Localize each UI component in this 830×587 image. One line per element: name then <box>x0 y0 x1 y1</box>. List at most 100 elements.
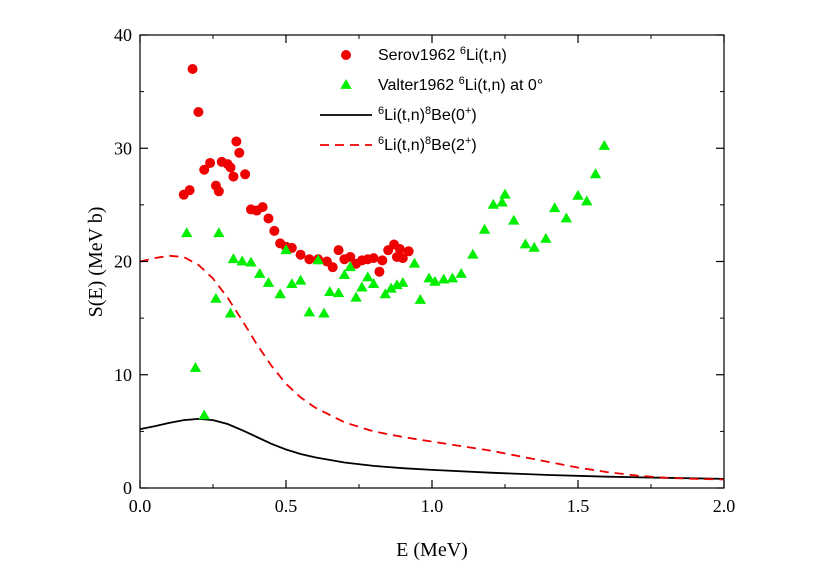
y-tick-label: 40 <box>114 25 132 45</box>
valter-data-point <box>303 306 316 317</box>
serov-data-point <box>368 253 379 264</box>
serov-data-point <box>228 171 239 182</box>
valter-data-point <box>294 274 307 285</box>
legend-label: 6Li(t,n)8Be(2+) <box>378 135 477 154</box>
valter-data-point <box>414 294 427 304</box>
valter-data-point <box>589 168 602 179</box>
legend-marker-valter <box>340 79 352 89</box>
valter-data-point <box>312 254 324 265</box>
serov-data-point <box>225 162 236 173</box>
valter-data-point <box>528 241 540 252</box>
valter-data-point <box>437 273 450 284</box>
valter-data-point <box>262 277 275 287</box>
valter-data-point <box>508 214 520 225</box>
valter-data-point <box>478 223 491 234</box>
serov-data-point <box>213 186 224 197</box>
series-line <box>139 254 725 481</box>
legend-label: Serov1962 6Li(t,n) <box>378 45 507 64</box>
curves-layer <box>139 254 725 481</box>
valter-data-point <box>397 277 409 287</box>
valter-data-point <box>429 275 441 286</box>
valter-data-point <box>338 269 351 279</box>
valter-data-point <box>499 188 511 199</box>
serov-data-point <box>199 164 210 175</box>
x-tick-label: 0.0 <box>129 496 152 516</box>
valter-data-point <box>356 281 368 292</box>
valter-data-point <box>213 227 225 238</box>
y-tick-label: 10 <box>114 365 132 385</box>
serov-data-point <box>187 63 198 74</box>
valter-data-point <box>581 195 593 206</box>
valter-data-point <box>254 267 266 278</box>
y-tick-label: 20 <box>114 252 132 272</box>
legend-marker-serov <box>341 50 351 60</box>
x-tick-label: 1.0 <box>421 496 444 516</box>
serov-data-point <box>327 262 338 273</box>
valter-data-point <box>572 189 584 200</box>
x-tick-label: 2.0 <box>713 496 736 516</box>
y-axis-title: S(E) (MeV b) <box>85 207 107 318</box>
valter-data-point <box>227 253 240 264</box>
valter-data-point <box>210 292 222 303</box>
valter-data-point <box>379 288 391 299</box>
serov-data-point <box>394 244 405 255</box>
serov-data-point <box>333 245 344 256</box>
ticks-layer <box>139 34 725 489</box>
serov-data-point <box>345 251 356 262</box>
legend-label: Valter1962 6Li(t,n) at 0° <box>378 75 543 94</box>
valter-data-point <box>548 202 561 213</box>
valter-data-point <box>236 255 248 266</box>
serov-data-point <box>403 246 414 257</box>
serov-data-point <box>205 157 216 168</box>
valter-data-point <box>318 307 330 318</box>
valter-data-point <box>367 278 380 289</box>
valter-data-point <box>467 248 479 259</box>
serov-data-point <box>263 213 274 224</box>
valter-data-point <box>224 307 237 318</box>
valter-data-point <box>598 139 610 150</box>
y-tick-label: 0 <box>123 478 132 498</box>
serov-data-point <box>257 202 268 213</box>
valter-data-point <box>496 196 508 207</box>
valter-data-point <box>487 198 500 209</box>
tick-labels-layer: 0.0 0.5 1.0 1.5 2.0 0 10 20 30 40 <box>114 25 735 516</box>
x-axis-title: E (MeV) <box>396 539 468 561</box>
valter-data-point <box>324 286 336 296</box>
valter-data-point <box>350 291 362 302</box>
serov-data-point <box>295 249 306 260</box>
valter-data-point <box>446 272 459 283</box>
y-tick-label: 30 <box>114 138 132 158</box>
valter-data-point <box>332 287 345 298</box>
valter-data-point <box>181 227 193 238</box>
valter-data-point <box>560 212 573 223</box>
valter-data-point <box>198 409 210 420</box>
valter-data-point <box>408 257 421 268</box>
serov-data-point <box>397 253 408 264</box>
valter-data-point <box>274 288 286 299</box>
serov-data-point <box>374 266 385 277</box>
series-line <box>139 417 725 480</box>
x-tick-label: 0.5 <box>275 496 298 516</box>
valter-data-point <box>519 238 532 249</box>
legend-label: 6Li(t,n)8Be(0+) <box>378 105 477 124</box>
valter-data-point <box>423 272 435 283</box>
serov-data-point <box>234 147 245 158</box>
legend: Serov1962 6Li(t,n) Valter1962 6Li(t,n) at… <box>320 45 543 154</box>
serov-data-point <box>231 136 242 147</box>
serov-data-point <box>377 255 388 266</box>
valter-data-point <box>362 271 374 282</box>
x-tick-label: 1.5 <box>567 496 590 516</box>
valter-data-point <box>455 267 467 278</box>
valter-data-point <box>540 232 552 243</box>
serov-data-point <box>184 185 195 196</box>
serov-data-point <box>193 107 204 118</box>
valter-data-point <box>344 261 356 272</box>
valter-data-point <box>286 278 298 289</box>
valter-data-point <box>280 244 292 255</box>
serov-data-point <box>304 254 315 265</box>
serov-data-point <box>240 169 251 180</box>
serov-data-point <box>269 225 280 236</box>
markers-layer <box>178 63 610 420</box>
